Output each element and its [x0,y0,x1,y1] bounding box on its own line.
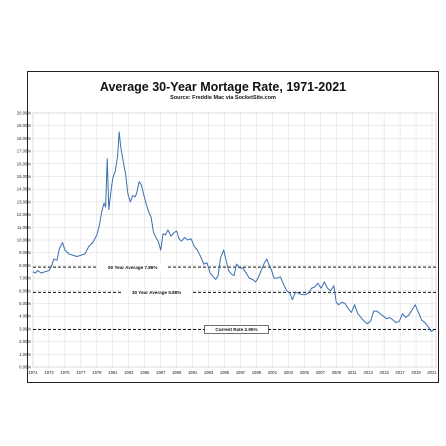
reference-label-box [204,325,269,334]
y-tick-label: 16.00% [17,161,31,166]
y-tick-label: 11.00% [17,225,31,230]
y-tick-label: 9.00% [19,250,31,255]
x-tick-label: 2017 [395,370,405,375]
y-tick-label: 6.00% [19,288,31,293]
x-tick-label: 1993 [204,370,214,375]
x-tick-label: 2007 [316,370,326,375]
x-tick-label: 1989 [172,370,182,375]
y-tick-label: 10.00% [17,238,31,243]
reference-line-label: Current Rate 2.95% [215,327,257,332]
y-tick-label: 3.00% [19,326,31,331]
y-tick-label: 2.00% [19,339,31,344]
y-tick-label: 4.00% [19,314,31,319]
reference-label-bg [121,288,192,296]
x-tick-label: 1973 [44,370,54,375]
x-tick-label: 2011 [348,370,358,375]
x-tick-label: 1991 [188,370,198,375]
x-tick-label: 2001 [268,370,278,375]
y-tick-label: 1.00% [19,352,31,357]
reference-label-bg [97,263,168,271]
y-tick-label: 8.00% [19,263,31,268]
y-tick-label: 17.00% [17,149,31,154]
y-tick-label: 15.00% [17,174,31,179]
series-line [32,131,434,332]
y-tick-label: 14.00% [17,187,31,192]
x-tick-label: 1975 [60,370,70,375]
y-tick-label: 12.00% [17,212,31,217]
x-tick-label: 1977 [76,370,86,375]
x-tick-label: 1971 [28,370,38,375]
y-tick-label: 20.00% [17,111,31,116]
y-tick-label: 5.00% [19,301,31,306]
x-tick-label: 2021 [427,370,437,375]
x-tick-label: 1979 [92,370,102,375]
x-tick-label: 2009 [332,370,342,375]
y-tick-label: 19.00% [17,123,31,128]
y-tick-label: 13.00% [17,199,31,204]
chart-title: Average 30-Year Mortage Rate, 1971-2021 [99,80,347,94]
x-tick-label: 1981 [108,370,118,375]
x-tick-label: 2005 [300,370,310,375]
y-tick-label: 7.00% [19,276,31,281]
x-tick-label: 2015 [379,370,389,375]
x-tick-label: 1983 [124,370,134,375]
x-tick-label: 1997 [236,370,246,375]
x-tick-label: 1999 [252,370,262,375]
chart-subtitle: Source: Freddie Mac via SocketSite.com [170,95,276,101]
x-tick-label: 1987 [156,370,166,375]
x-tick-label: 1985 [140,370,150,375]
x-tick-label: 2013 [364,370,374,375]
x-tick-label: 1995 [220,370,230,375]
y-tick-label: 18.00% [17,136,31,141]
x-tick-label: 2019 [411,370,421,375]
x-tick-label: 2003 [284,370,294,375]
reference-line-label: 50 Year Average 7.86% [108,265,157,270]
reference-line-label: 30 Year Average 5.88% [132,290,181,295]
y-tick-label: 0.00% [19,365,31,370]
